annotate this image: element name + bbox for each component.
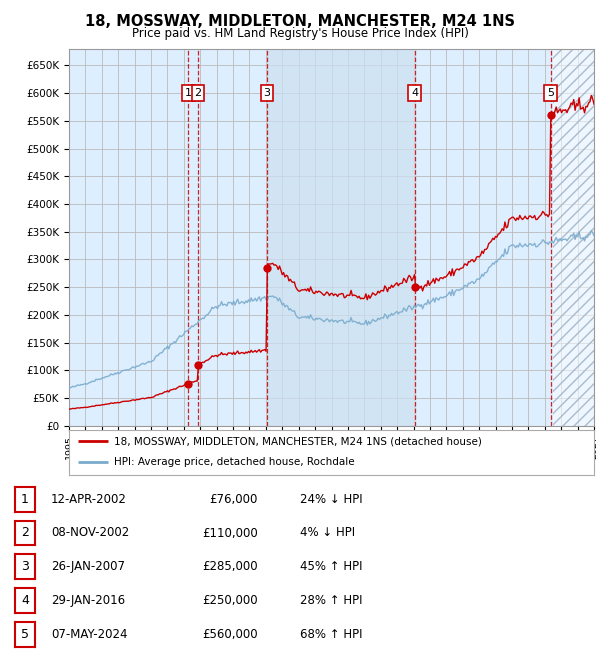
Text: 07-MAY-2024: 07-MAY-2024 [51, 628, 128, 641]
Text: 4: 4 [411, 88, 418, 98]
Text: 12-APR-2002: 12-APR-2002 [51, 493, 127, 506]
Text: 1: 1 [21, 493, 29, 506]
Text: 18, MOSSWAY, MIDDLETON, MANCHESTER, M24 1NS: 18, MOSSWAY, MIDDLETON, MANCHESTER, M24 … [85, 14, 515, 29]
Text: 45% ↑ HPI: 45% ↑ HPI [300, 560, 362, 573]
Text: 5: 5 [21, 628, 29, 641]
Text: 29-JAN-2016: 29-JAN-2016 [51, 594, 125, 607]
Text: 2: 2 [21, 526, 29, 539]
Text: 18, MOSSWAY, MIDDLETON, MANCHESTER, M24 1NS (detached house): 18, MOSSWAY, MIDDLETON, MANCHESTER, M24 … [113, 436, 482, 447]
Text: £285,000: £285,000 [202, 560, 258, 573]
Text: 2: 2 [194, 88, 202, 98]
Text: Price paid vs. HM Land Registry's House Price Index (HPI): Price paid vs. HM Land Registry's House … [131, 27, 469, 40]
Text: 68% ↑ HPI: 68% ↑ HPI [300, 628, 362, 641]
Text: HPI: Average price, detached house, Rochdale: HPI: Average price, detached house, Roch… [113, 457, 354, 467]
Text: 3: 3 [263, 88, 271, 98]
Bar [553, 49, 600, 426]
Text: 26-JAN-2007: 26-JAN-2007 [51, 560, 125, 573]
Text: £110,000: £110,000 [202, 526, 258, 539]
Text: 4% ↓ HPI: 4% ↓ HPI [300, 526, 355, 539]
Text: 24% ↓ HPI: 24% ↓ HPI [300, 493, 362, 506]
Text: 4: 4 [21, 594, 29, 607]
Text: 5: 5 [547, 88, 554, 98]
Text: 28% ↑ HPI: 28% ↑ HPI [300, 594, 362, 607]
Bar [267, 49, 415, 426]
Text: £250,000: £250,000 [202, 594, 258, 607]
Text: 08-NOV-2002: 08-NOV-2002 [51, 526, 129, 539]
Text: 1: 1 [185, 88, 192, 98]
Bar [553, 49, 600, 426]
Text: £76,000: £76,000 [209, 493, 258, 506]
Text: 3: 3 [21, 560, 29, 573]
Text: £560,000: £560,000 [202, 628, 258, 641]
